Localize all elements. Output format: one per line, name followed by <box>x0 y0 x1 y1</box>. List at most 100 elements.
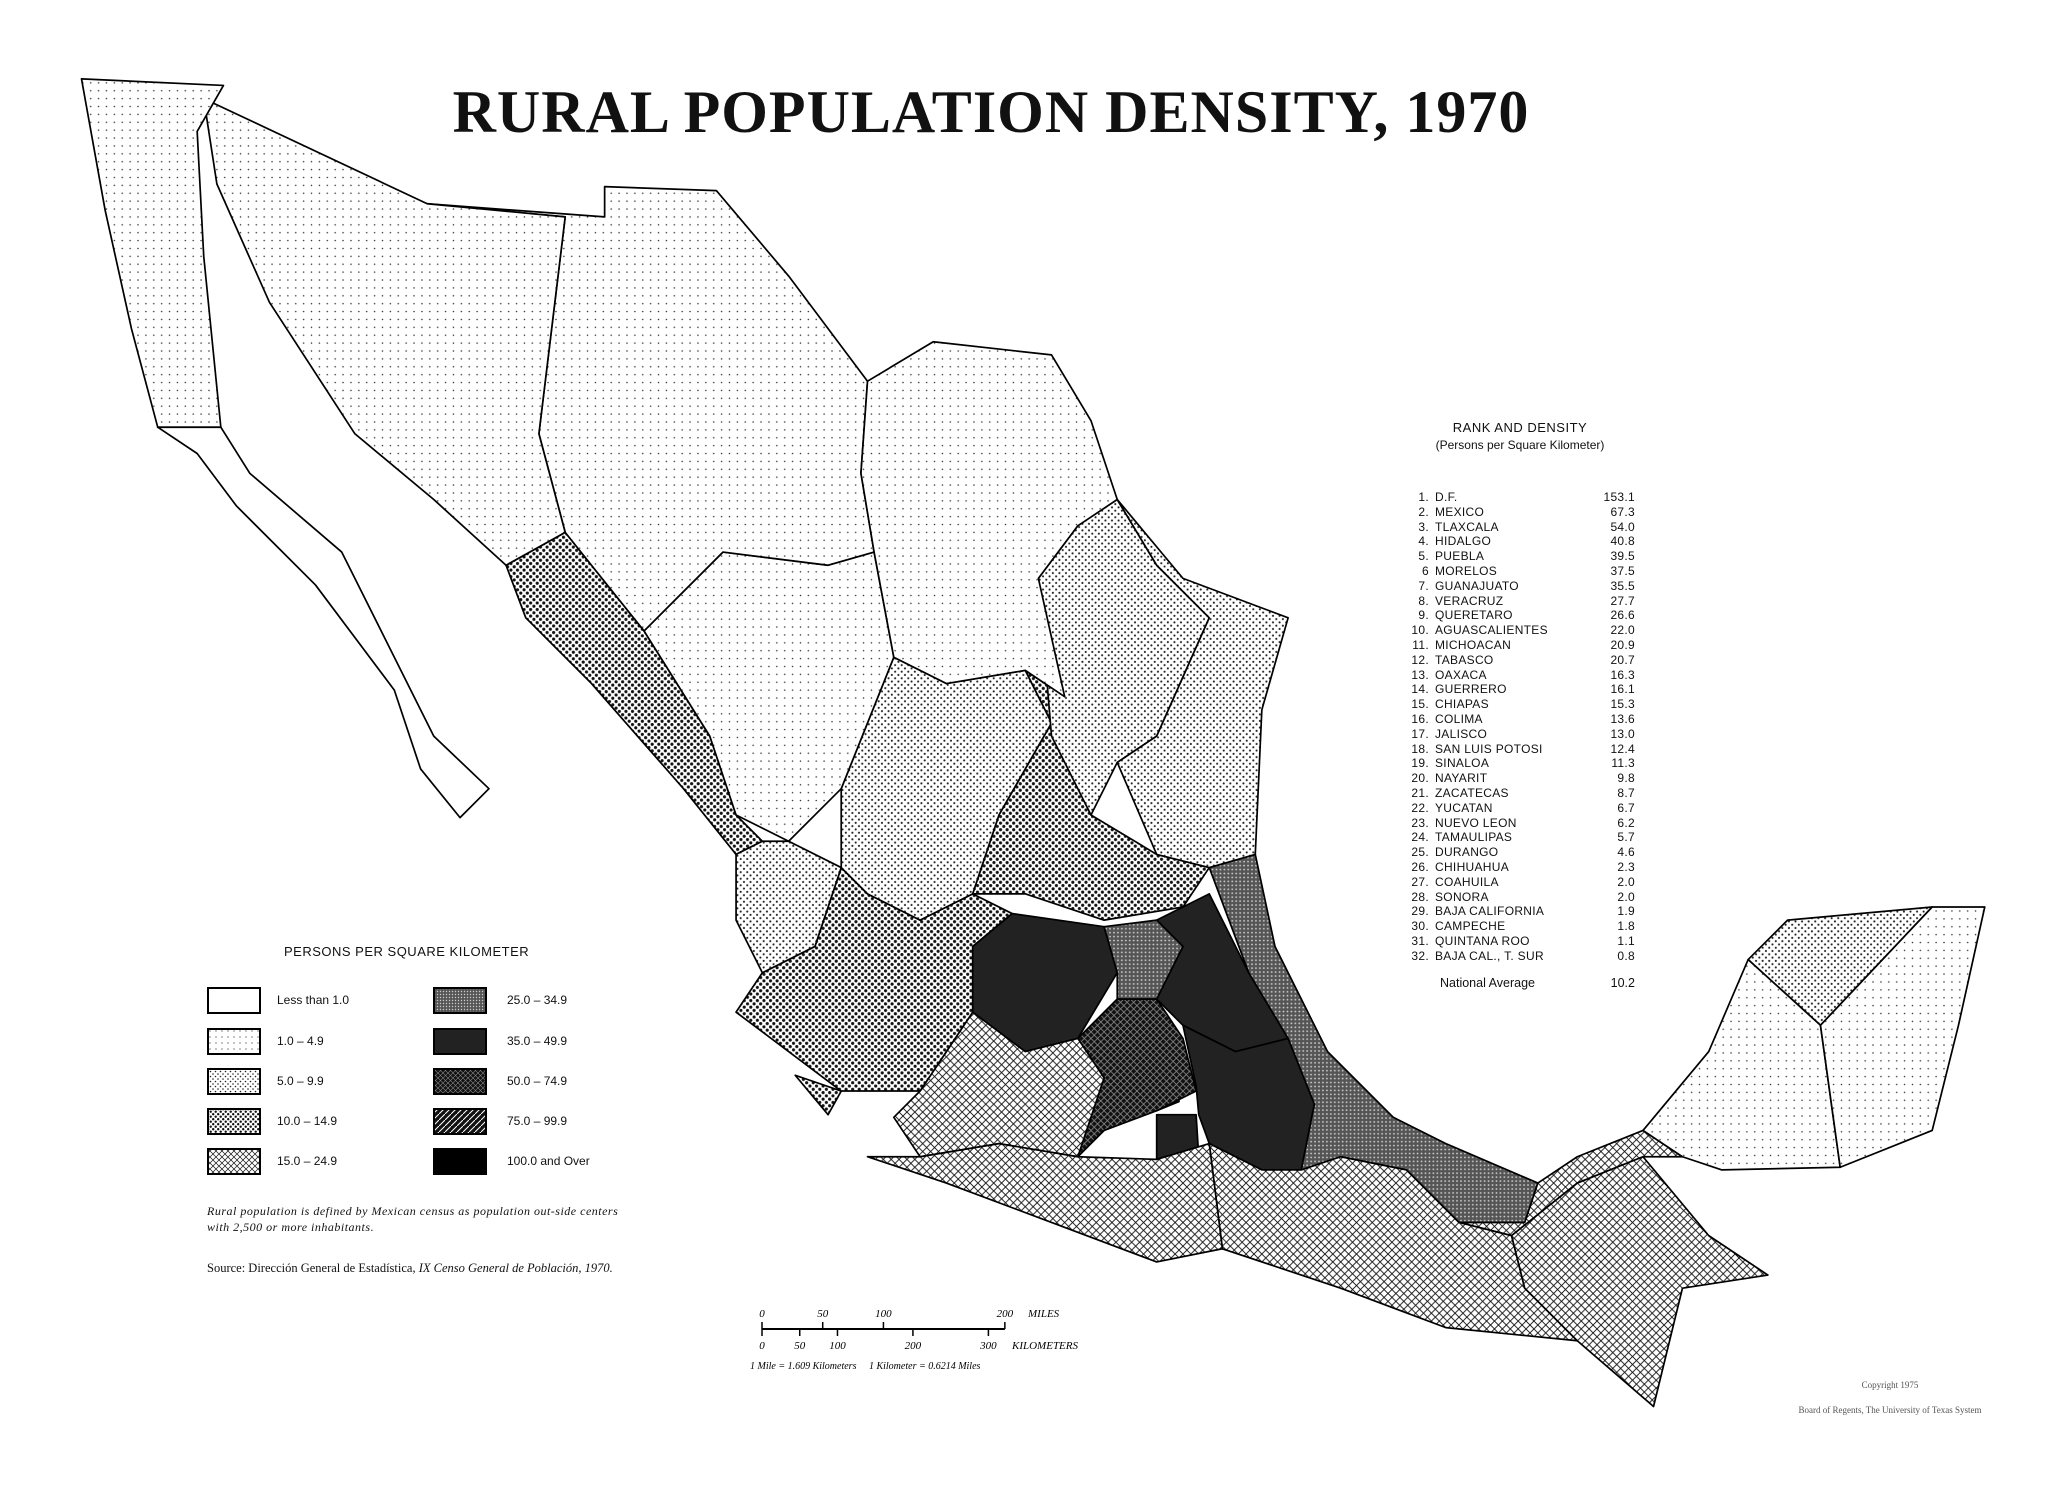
density-value: 13.0 <box>1610 726 1635 741</box>
rank-number: 9. <box>1418 608 1429 623</box>
rank-row: 14. GUERRERO 16.1 <box>1405 682 1635 697</box>
legend-label: 25.0 – 34.9 <box>507 993 568 1007</box>
rank-number: 14. <box>1411 682 1429 697</box>
rank-number: 10. <box>1411 623 1429 638</box>
rank-row: 12. TABASCO 20.7 <box>1405 653 1635 668</box>
density-value: 4.6 <box>1617 845 1635 860</box>
legend-swatch-solid-black <box>433 1148 487 1175</box>
rank-number: 19. <box>1411 756 1429 771</box>
density-value: 2.0 <box>1617 874 1635 889</box>
rank-row: 11. MICHOACAN 20.9 <box>1405 638 1635 653</box>
legend-label: 100.0 and Over <box>507 1154 590 1168</box>
state-name: COAHUILA <box>1435 874 1499 889</box>
density-value: 12.4 <box>1610 741 1635 756</box>
legend-title: PERSONS PER SQUARE KILOMETER <box>284 944 530 959</box>
km-tick-label: 300 <box>979 1340 997 1352</box>
state-name: CHIAPAS <box>1435 697 1489 712</box>
state-region-baja-cal-t-sur <box>156 426 490 819</box>
rank-row: 4. HIDALGO 40.8 <box>1405 534 1635 549</box>
legend-swatch-crosshatch <box>207 1148 261 1175</box>
rank-row: 13. OAXACA 16.3 <box>1405 668 1635 683</box>
density-value: 1.8 <box>1617 919 1635 934</box>
km-tick-label: 200 <box>905 1340 922 1352</box>
rank-number: 7. <box>1418 578 1429 593</box>
rank-row: 8. VERACRUZ 27.7 <box>1405 594 1635 609</box>
rank-number: 18. <box>1411 741 1429 756</box>
mile-tick-label: 50 <box>817 1308 829 1320</box>
density-value: 54.0 <box>1610 519 1635 534</box>
state-name: BAJA CALIFORNIA <box>1435 904 1545 919</box>
rank-row: 24. TAMAULIPAS 5.7 <box>1405 830 1635 845</box>
legend-swatch-near-black <box>433 1028 487 1055</box>
rank-number: 20. <box>1411 771 1429 786</box>
mile-tick-label: 100 <box>875 1308 892 1320</box>
rank-row: 21. ZACATECAS 8.7 <box>1405 786 1635 801</box>
density-value: 16.3 <box>1610 667 1635 682</box>
scale-bar: 0 50 100 200 0 50 100 200 300 MILES KILOMETERS 1 Mi… <box>740 1305 1140 1375</box>
state-name: QUERETARO <box>1435 608 1513 623</box>
rank-row: 32. BAJA CAL., T. SUR 0.8 <box>1405 949 1635 964</box>
rank-number: 26. <box>1411 859 1429 874</box>
state-name: OAXACA <box>1435 667 1487 682</box>
scale-bar-graphic: 0 50 100 200 0 50 100 200 300 MILES KILOMETERS 1 Mi… <box>750 1308 1079 1372</box>
mile-tick-label: 0 <box>759 1308 765 1320</box>
source-prefix: Source: Dirección General de Estadística… <box>207 1261 419 1275</box>
rank-number: 3. <box>1418 519 1429 534</box>
rank-row: 20. NAYARIT 9.8 <box>1405 771 1635 786</box>
state-name: SAN LUIS POTOSI <box>1435 741 1543 756</box>
state-name: NAYARIT <box>1435 771 1488 786</box>
rank-row: 10. AGUASCALIENTES 22.0 <box>1405 623 1635 638</box>
rank-number: 17. <box>1411 726 1429 741</box>
state-name: JALISCO <box>1435 726 1488 741</box>
density-value: 22.0 <box>1610 623 1635 638</box>
kilometers-label: KILOMETERS <box>1011 1340 1079 1352</box>
state-region-sonora <box>202 97 567 567</box>
state-region-guerrero <box>866 1142 1224 1263</box>
state-name: VERACRUZ <box>1435 593 1504 608</box>
rank-row: 9. QUERETARO 26.6 <box>1405 608 1635 623</box>
national-average: National Average 10.2 <box>1405 976 1635 990</box>
state-name: DURANGO <box>1435 845 1499 860</box>
km-tick-label: 100 <box>829 1340 846 1352</box>
legend-swatch-fine-dots <box>207 1028 261 1055</box>
km-tick-label: 0 <box>759 1340 765 1352</box>
density-value: 13.6 <box>1610 711 1635 726</box>
legend-swatch-dense-dots <box>433 987 487 1014</box>
rank-heading: RANK AND DENSITY <box>1452 420 1588 435</box>
density-value: 8.7 <box>1617 785 1635 800</box>
rank-row: 6 MORELOS 37.5 <box>1405 564 1635 579</box>
density-value: 40.8 <box>1610 534 1635 549</box>
rank-row: 28. SONORA 2.0 <box>1405 890 1635 905</box>
state-region-quintana-roo <box>1819 906 1986 1169</box>
state-name: ZACATECAS <box>1435 785 1509 800</box>
map-title: RURAL POPULATION DENSITY, 1970 <box>452 79 1530 145</box>
legend-label: 1.0 – 4.9 <box>277 1034 324 1048</box>
mile-tick-label: 200 <box>997 1308 1014 1320</box>
rank-row: 18. SAN LUIS POTOSI 12.4 <box>1405 742 1635 757</box>
state-region-queretaro <box>1103 919 1184 1000</box>
rank-subheading: (Persons per Square Kilometer) <box>1435 438 1605 452</box>
rank-number: 1. <box>1418 490 1429 504</box>
source-work: IX Censo General de Población, 1970. <box>418 1261 613 1275</box>
state-name: MORELOS <box>1435 563 1498 578</box>
density-value: 2.3 <box>1617 859 1635 874</box>
state-region-nayarit <box>735 840 843 974</box>
rank-number: 22. <box>1411 800 1429 815</box>
rank-row: 15. CHIAPAS 15.3 <box>1405 697 1635 712</box>
legend-label: 50.0 – 74.9 <box>507 1074 568 1088</box>
rural-definition-note: Rural population is defined by Mexican c… <box>207 1204 619 1234</box>
legend-label: Less than 1.0 <box>277 993 350 1007</box>
rank-row: 27. COAHUILA 2.0 <box>1405 875 1635 890</box>
rank-number: 23. <box>1411 815 1429 830</box>
state-name: TABASCO <box>1435 652 1494 667</box>
km-tick-label: 50 <box>794 1340 806 1352</box>
rank-number: 29. <box>1411 904 1429 919</box>
state-name: BAJA CAL., T. SUR <box>1435 948 1544 963</box>
state-name: GUANAJUATO <box>1435 578 1519 593</box>
rank-number: 27. <box>1411 874 1429 889</box>
rank-density-table: RANK AND DENSITY (Persons per Square Kil… <box>1405 420 1635 990</box>
legend-label: 15.0 – 24.9 <box>277 1154 338 1168</box>
density-value: 5.7 <box>1617 830 1635 845</box>
rank-row: 26. CHIHUAHUA 2.3 <box>1405 860 1635 875</box>
